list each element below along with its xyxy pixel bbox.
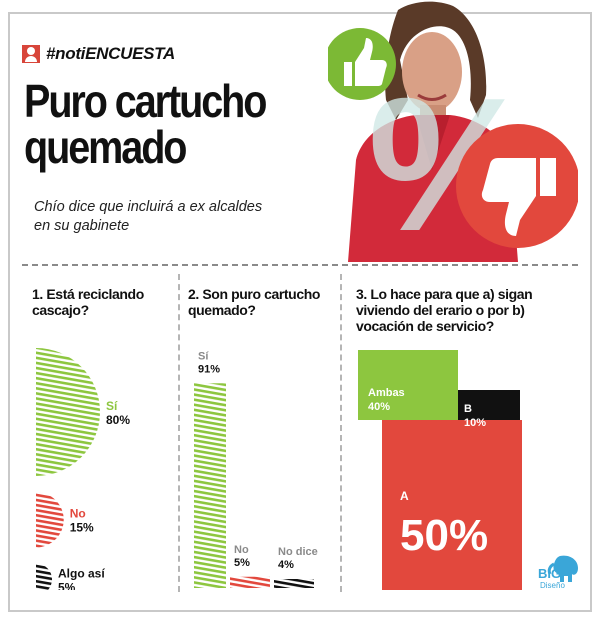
column-divider-2 [340,274,342,592]
portrait-face [402,32,462,112]
section-divider [22,264,578,266]
treemap-label-value-1: 10% [464,417,486,429]
q3-title: 3. Lo hace para que a) sigan viviendo de… [356,286,533,334]
logo-sub: Diseño [540,581,565,590]
treemap-block-0 [358,350,458,420]
bar-label-name-0: Sí [198,350,209,362]
headline-line-2: quemado [24,121,187,173]
pie-label-name-0: Sí [106,399,118,413]
treemap-block-2 [382,420,522,590]
bar-label-name-1: No [234,544,249,556]
portrait-hair [385,1,487,120]
bar-2 [274,579,314,588]
bar-label-name-2: No dice [278,546,318,558]
thumbs-up-icon [328,28,396,100]
pie-label-value-2: 5% [58,580,76,590]
chart-q3: Ambas 40% B 10% A 50% [358,350,522,590]
bar-label-value-0: 91% [198,363,220,375]
treemap-label-name-2: A [400,489,409,503]
bar-label-value-2: 4% [278,559,294,571]
bar-1 [230,576,270,588]
treemap-label-name-0: Ambas [368,387,405,399]
pie-label-value-1: 15% [70,521,94,535]
pie-label-name-2: Algo así [58,566,105,580]
column-divider-1 [178,274,180,592]
subtitle: Chío dice que incluirá a ex alcaldes en … [34,199,263,234]
photo-illustration: % [328,1,578,262]
person-icon [22,45,40,63]
q2-title: 2. Son puro cartucho quemado? [188,286,321,318]
logo-brand: BIG [538,566,562,581]
hashtag-label: #notiENCUESTA [46,44,175,63]
bar-0 [194,383,226,588]
elephant-logo-icon [547,555,578,582]
treemap-label-value-0: 40% [368,401,390,413]
q1-title: 1. Está reciclando cascajo? [32,286,144,318]
treemap-label-value-2: 50% [400,511,488,560]
half-disc-0 [36,348,100,476]
treemap-label-name-1: B [464,403,472,415]
hashtag-row: #notiENCUESTA [22,44,175,64]
treemap-block-1 [458,390,520,420]
pie-label-value-0: 80% [106,413,130,427]
bar-label-value-1: 5% [234,557,250,569]
thumbs-down-icon [456,124,578,248]
half-disc-2 [36,563,52,590]
pie-label-name-1: No [70,507,86,521]
headline-line-1: Puro cartucho [24,75,267,127]
half-disc-1 [36,492,64,548]
headline: Puro cartucho quemado [24,78,282,170]
